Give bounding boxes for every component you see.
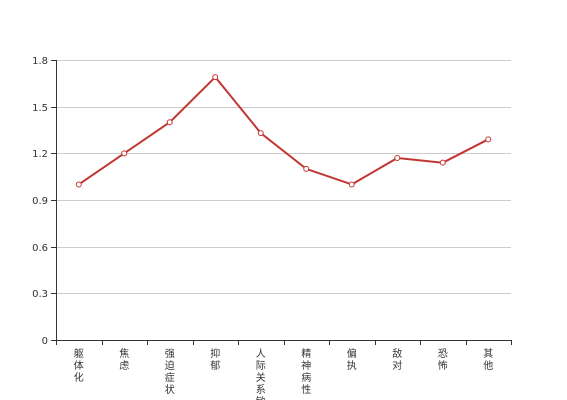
x-axis-ticks: 躯体化 焦虑 强迫症状 抑郁 人际关系敏感 精神病性 偏执 敌对 恐怖 其他	[56, 340, 512, 400]
y-tick-label: 1.5	[32, 103, 48, 114]
x-tick-label: 强迫症状	[165, 348, 175, 396]
x-tick-label: 其他	[483, 348, 493, 372]
y-tick-label: 0.9	[32, 196, 48, 207]
x-tick-label: 躯体化	[74, 347, 84, 384]
data-point	[348, 181, 355, 188]
x-tick-label: 人际关系敏感	[256, 348, 266, 400]
y-tick-label: 1.2	[32, 149, 48, 160]
data-point	[75, 181, 82, 188]
data-point	[212, 74, 219, 81]
x-tick-label: 偏执	[347, 347, 357, 372]
x-tick-label: 焦虑	[119, 347, 129, 372]
axes	[56, 60, 511, 341]
y-tick-label: 0.6	[32, 243, 48, 254]
y-tick-label: 0.3	[32, 289, 48, 300]
data-point	[166, 119, 173, 126]
data-point	[394, 155, 401, 161]
y-tick-label: 0	[42, 336, 48, 347]
data-point	[257, 130, 264, 137]
series-group	[75, 74, 492, 188]
x-tick-label: 抑郁	[210, 348, 220, 372]
y-axis-ticks: 0 0.3 0.6 0.9 1.2 1.5 1.8	[32, 56, 56, 347]
series-line	[78, 75, 489, 186]
data-point	[121, 150, 128, 157]
data-point	[439, 159, 446, 166]
grid-lines	[56, 60, 511, 294]
y-tick-label: 1.8	[32, 56, 48, 67]
x-tick-label: 敌对	[392, 347, 402, 372]
x-tick-label: 恐怖	[438, 348, 448, 372]
data-point	[303, 165, 310, 172]
x-tick-label: 精神病性	[301, 347, 311, 396]
data-point	[485, 136, 492, 143]
